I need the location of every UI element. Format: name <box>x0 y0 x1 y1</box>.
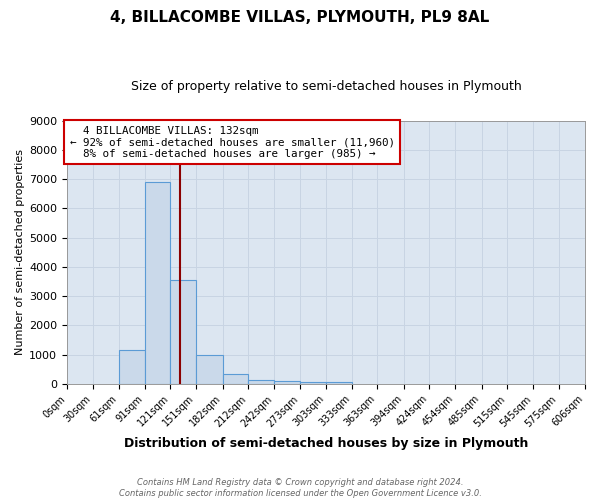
Bar <box>196 356 223 384</box>
Bar <box>301 382 326 384</box>
Text: 4, BILLACOMBE VILLAS, PLYMOUTH, PL9 8AL: 4, BILLACOMBE VILLAS, PLYMOUTH, PL9 8AL <box>110 10 490 25</box>
Bar <box>170 280 196 384</box>
Bar <box>248 380 274 384</box>
Bar <box>119 350 145 384</box>
Bar <box>223 374 248 384</box>
Text: 4 BILLACOMBE VILLAS: 132sqm  
← 92% of semi-detached houses are smaller (11,960): 4 BILLACOMBE VILLAS: 132sqm ← 92% of sem… <box>70 126 395 159</box>
Text: Contains HM Land Registry data © Crown copyright and database right 2024.
Contai: Contains HM Land Registry data © Crown c… <box>119 478 481 498</box>
Title: Size of property relative to semi-detached houses in Plymouth: Size of property relative to semi-detach… <box>131 80 521 93</box>
Bar <box>274 382 301 384</box>
Bar <box>145 182 170 384</box>
X-axis label: Distribution of semi-detached houses by size in Plymouth: Distribution of semi-detached houses by … <box>124 437 528 450</box>
Y-axis label: Number of semi-detached properties: Number of semi-detached properties <box>15 149 25 355</box>
Bar <box>326 382 352 384</box>
